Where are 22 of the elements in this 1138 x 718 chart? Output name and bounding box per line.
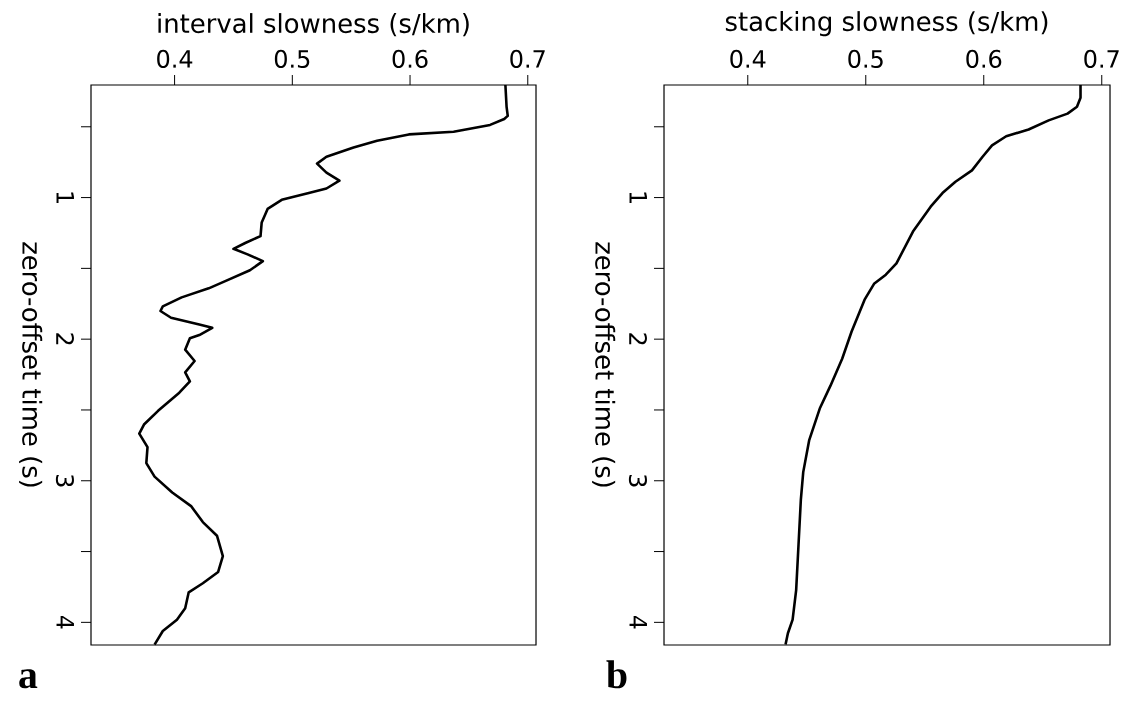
- y-tick-label: 3: [55, 474, 74, 487]
- x-axis-title: stacking slowness (s/km): [725, 11, 1048, 37]
- y-axis-title: zero-offset time (s): [592, 242, 616, 487]
- x-tick-label: 0.4: [157, 49, 193, 68]
- text: b: [606, 660, 627, 689]
- y-tick-label: 2: [629, 333, 647, 345]
- x-tick-label: 0.7: [1084, 49, 1119, 68]
- y-tick-label: 1: [629, 192, 647, 203]
- x-tick-label: 0.7: [510, 49, 545, 68]
- y-axis-title: zero-offset time (s): [19, 242, 43, 487]
- x-axis-title: interval slowness (s/km): [158, 13, 469, 37]
- y-tick-label: 4: [629, 615, 647, 629]
- y-tick-label: 1: [56, 192, 74, 203]
- text: a: [19, 669, 38, 689]
- x-tick-label: 0.6: [392, 49, 428, 68]
- x-tick-label: 0.5: [274, 49, 310, 68]
- y-tick-label: 3: [628, 474, 647, 487]
- x-tick-label: 0.4: [730, 49, 766, 68]
- x-tick-label: 0.5: [848, 49, 883, 68]
- x-tick-label: 0.6: [966, 49, 1002, 68]
- y-tick-label: 4: [56, 615, 74, 629]
- y-tick-label: 2: [56, 333, 74, 345]
